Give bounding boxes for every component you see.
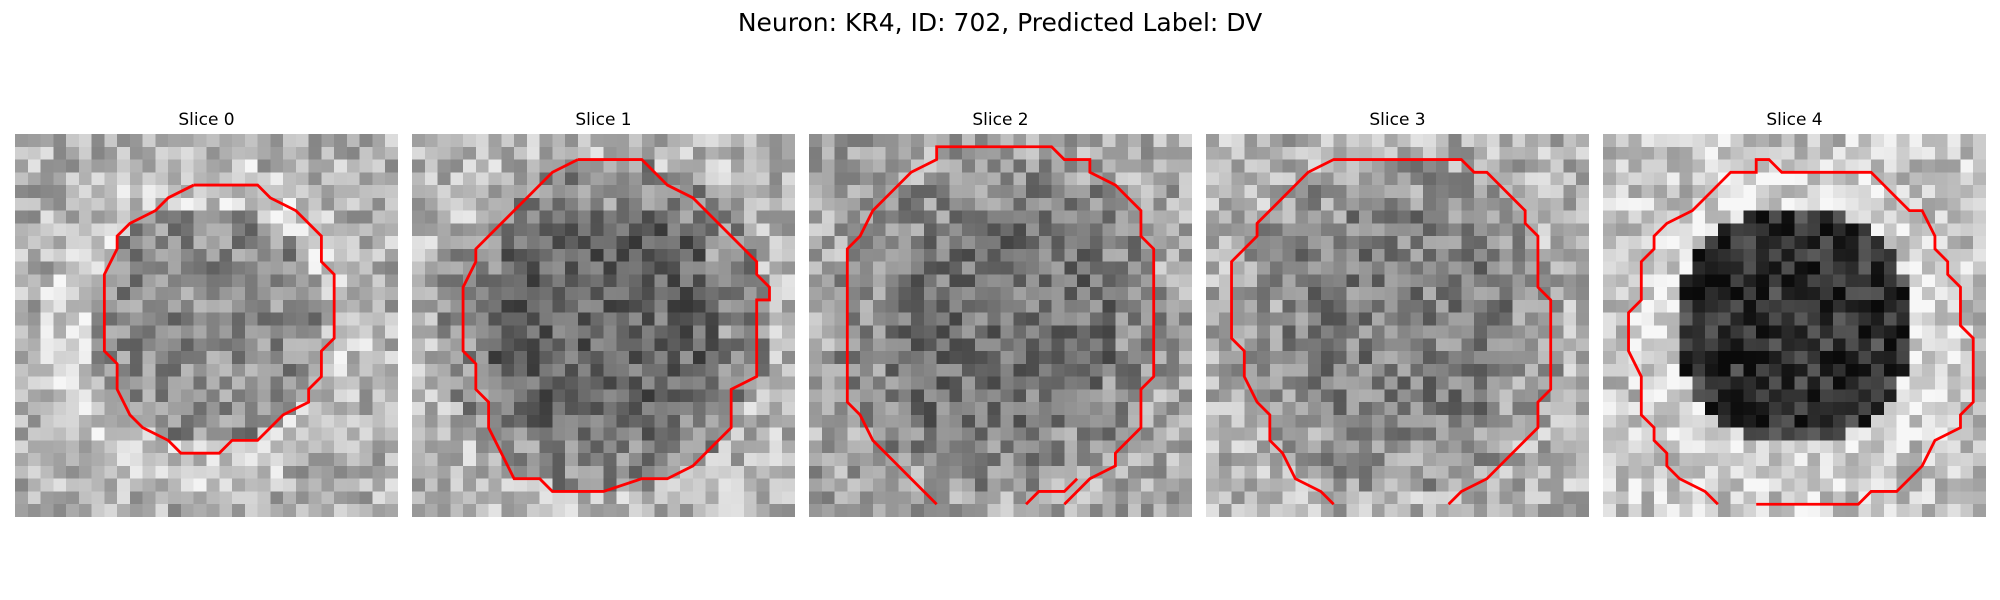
slice-title: Slice 0 [178,110,235,130]
slice-image-2 [809,134,1192,517]
contour-line [461,158,771,493]
slice-panel-1: Slice 1 [412,109,795,517]
contour-line [1025,477,1079,506]
contour-line [1230,158,1553,506]
slice-image-4 [1603,134,1986,517]
slice-panel-2: Slice 2 [809,109,1192,517]
slice-title: Slice 3 [1369,110,1426,130]
slice-title: Slice 1 [575,110,632,130]
slice-image-3 [1206,134,1589,517]
slice-image-0 [15,134,398,517]
contour-line [1627,158,1975,506]
slice-image-1 [412,134,795,517]
slice-panel-4: Slice 4 [1603,109,1986,517]
slice-title: Slice 2 [972,110,1029,130]
slice-title: Slice 4 [1766,110,1823,130]
slice-panel-0: Slice 0 [15,109,398,517]
contour-line [102,183,336,455]
slice-panel-3: Slice 3 [1206,109,1589,517]
figure-title: Neuron: KR4, ID: 702, Predicted Label: D… [737,8,1263,37]
contour-line [845,145,1156,506]
